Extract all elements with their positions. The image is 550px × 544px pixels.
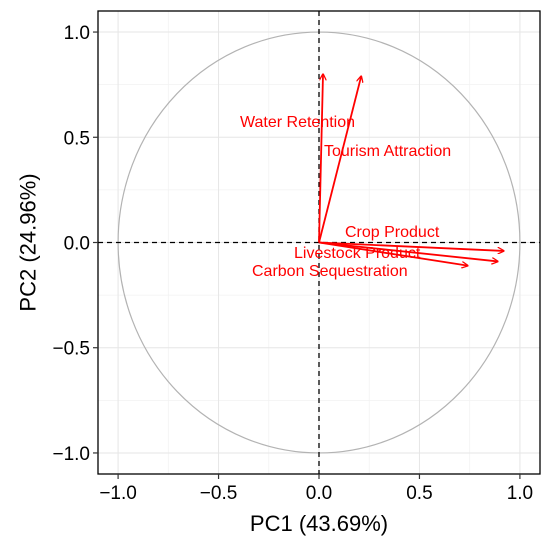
y-axis-title: PC2 (24.96%): [16, 173, 41, 311]
label-water-retention: Water Retention: [240, 114, 355, 131]
arrow-tourism-attraction: [318, 76, 361, 243]
x-axis-title: PC1 (43.69%): [250, 511, 388, 536]
variable-labels: Water Retention Tourism Attraction Crop Pr…: [240, 114, 451, 280]
label-tourism-attraction: Tourism Attraction: [324, 143, 451, 160]
arrow-carbon-sequestration: [318, 241, 468, 266]
loading-arrows: [318, 74, 504, 266]
y-tick-label: 1.0: [64, 23, 90, 44]
arrow-crop-product: [318, 241, 504, 251]
label-crop-product: Crop Product: [345, 224, 440, 241]
y-tick-label: −1.0: [52, 444, 90, 465]
label-carbon-sequestration: Carbon Sequestration: [252, 263, 408, 280]
y-tick-label: 0.5: [64, 128, 90, 149]
x-tick-label: −1.0: [99, 483, 137, 504]
x-tick-label: −0.5: [200, 483, 238, 504]
y-tick-label: −0.5: [52, 339, 90, 360]
label-livestock-product: Livestock Product: [294, 245, 421, 262]
y-axis-ticks: −1.0 −0.5 0.0 0.5 1.0: [52, 23, 98, 465]
y-tick-label: 0.0: [64, 234, 90, 255]
x-tick-label: 0.5: [406, 483, 432, 504]
arrow-water-retention: [318, 74, 323, 243]
x-tick-label: 0.0: [306, 483, 332, 504]
arrow-livestock-product: [318, 241, 498, 262]
x-tick-label: 1.0: [507, 483, 533, 504]
x-axis-ticks: −1.0 −0.5 0.0 0.5 1.0: [99, 474, 533, 504]
